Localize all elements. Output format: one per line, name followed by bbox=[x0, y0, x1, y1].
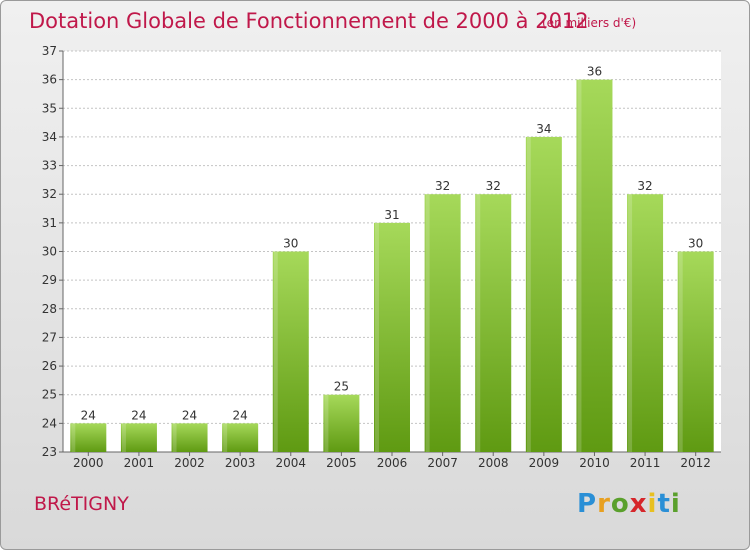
x-tick-label: 2007 bbox=[427, 456, 458, 470]
logo-letter: i bbox=[670, 489, 681, 519]
y-tick-label: 23 bbox=[42, 445, 57, 459]
bar-highlight bbox=[526, 136, 531, 452]
data-label: 24 bbox=[81, 408, 96, 422]
bar bbox=[323, 394, 360, 452]
bar bbox=[120, 423, 157, 452]
data-label: 24 bbox=[182, 408, 197, 422]
bar bbox=[222, 423, 259, 452]
y-tick-label: 30 bbox=[42, 245, 57, 259]
bar bbox=[374, 222, 410, 452]
bar-highlight bbox=[223, 423, 228, 452]
y-tick-label: 28 bbox=[42, 302, 57, 316]
x-tick-label: 2010 bbox=[579, 456, 610, 470]
data-label: 25 bbox=[334, 380, 349, 394]
bar-highlight bbox=[628, 194, 633, 452]
x-tick-label: 2012 bbox=[680, 456, 711, 470]
x-tick-label: 2000 bbox=[73, 456, 104, 470]
x-tick-label: 2011 bbox=[630, 456, 661, 470]
bar-highlight bbox=[476, 194, 481, 452]
bar-highlight bbox=[71, 423, 76, 452]
bar bbox=[525, 136, 562, 452]
proxiti-logo: Proxiti bbox=[577, 489, 681, 519]
y-tick-label: 24 bbox=[42, 416, 57, 430]
data-label: 24 bbox=[233, 408, 248, 422]
bar bbox=[70, 423, 107, 452]
bar bbox=[272, 251, 309, 452]
y-tick-label: 34 bbox=[42, 130, 57, 144]
bar-highlight bbox=[172, 423, 177, 452]
x-tick-label: 2005 bbox=[326, 456, 357, 470]
bar bbox=[677, 251, 714, 452]
chart-title: Dotation Globale de Fonctionnement de 20… bbox=[29, 9, 589, 33]
x-tick-label: 2006 bbox=[377, 456, 408, 470]
town-name: BRéTIGNY bbox=[34, 493, 129, 515]
bar-highlight bbox=[678, 251, 683, 452]
logo-letter: r bbox=[597, 489, 611, 519]
y-tick-label: 27 bbox=[42, 330, 57, 344]
bar-highlight bbox=[121, 423, 126, 452]
y-tick-label: 35 bbox=[42, 101, 57, 115]
data-label: 24 bbox=[131, 408, 146, 422]
y-tick-label: 25 bbox=[42, 388, 57, 402]
bar bbox=[171, 423, 208, 452]
logo-letter: P bbox=[577, 489, 598, 519]
data-label: 32 bbox=[435, 179, 450, 193]
bar-highlight bbox=[425, 194, 430, 452]
bar-highlight bbox=[324, 394, 329, 452]
x-tick-label: 2009 bbox=[529, 456, 560, 470]
logo-letter: o bbox=[610, 489, 630, 519]
x-tick-label: 2008 bbox=[478, 456, 509, 470]
bar bbox=[576, 79, 613, 453]
bar-highlight bbox=[375, 222, 379, 452]
x-tick-label: 2003 bbox=[225, 456, 256, 470]
y-tick-label: 36 bbox=[42, 73, 57, 87]
logo-letter: x bbox=[629, 489, 648, 519]
y-tick-label: 33 bbox=[42, 159, 57, 173]
x-tick-label: 2001 bbox=[124, 456, 155, 470]
x-tick-label: 2002 bbox=[174, 456, 205, 470]
bar bbox=[424, 194, 461, 452]
bar bbox=[475, 194, 512, 452]
data-label: 30 bbox=[283, 237, 298, 251]
y-tick-label: 32 bbox=[42, 187, 57, 201]
data-label: 32 bbox=[486, 179, 501, 193]
y-tick-label: 37 bbox=[42, 44, 57, 58]
data-label: 32 bbox=[637, 179, 652, 193]
y-tick-label: 29 bbox=[42, 273, 57, 287]
bar-highlight bbox=[273, 251, 278, 452]
bar-highlight bbox=[577, 79, 582, 453]
logo-letter: t bbox=[657, 489, 671, 519]
logo-letter: i bbox=[647, 489, 658, 519]
bar bbox=[627, 194, 664, 452]
data-label: 34 bbox=[536, 122, 551, 136]
data-label: 30 bbox=[688, 237, 703, 251]
x-tick-label: 2004 bbox=[275, 456, 306, 470]
chart-unit: (en milliers d'€) bbox=[542, 16, 637, 30]
y-tick-label: 31 bbox=[42, 216, 57, 230]
data-label: 36 bbox=[587, 65, 602, 79]
data-label: 31 bbox=[384, 208, 399, 222]
y-tick-label: 26 bbox=[42, 359, 57, 373]
